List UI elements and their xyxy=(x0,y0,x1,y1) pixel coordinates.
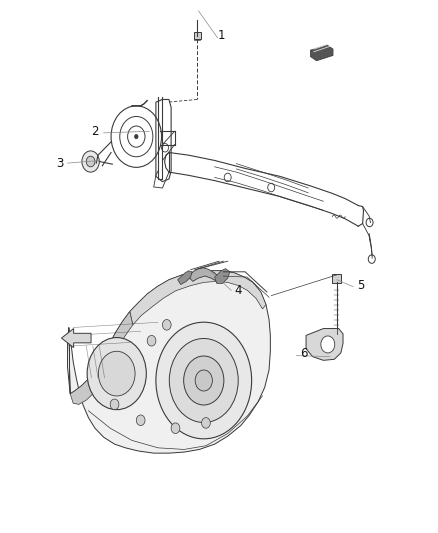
FancyBboxPatch shape xyxy=(194,31,201,39)
Circle shape xyxy=(195,370,212,391)
Text: 3: 3 xyxy=(57,157,64,169)
Circle shape xyxy=(171,423,180,433)
Circle shape xyxy=(99,351,135,396)
Circle shape xyxy=(134,134,138,139)
Polygon shape xyxy=(188,268,219,281)
Circle shape xyxy=(170,338,238,423)
Text: 4: 4 xyxy=(235,284,242,297)
Circle shape xyxy=(156,322,252,439)
Circle shape xyxy=(201,418,210,428)
Circle shape xyxy=(136,415,145,425)
Circle shape xyxy=(184,356,224,405)
Circle shape xyxy=(87,337,146,410)
Text: 6: 6 xyxy=(300,348,307,360)
FancyBboxPatch shape xyxy=(332,274,341,283)
Polygon shape xyxy=(130,271,266,325)
Text: 5: 5 xyxy=(357,279,364,292)
Text: 1: 1 xyxy=(217,29,225,42)
Circle shape xyxy=(147,335,156,346)
Polygon shape xyxy=(215,269,230,284)
Circle shape xyxy=(86,156,95,167)
Text: 2: 2 xyxy=(91,125,99,138)
Circle shape xyxy=(110,399,119,410)
Polygon shape xyxy=(311,45,333,61)
Polygon shape xyxy=(67,271,270,453)
Circle shape xyxy=(82,151,99,172)
Polygon shape xyxy=(178,271,192,285)
Polygon shape xyxy=(61,328,91,348)
Polygon shape xyxy=(69,312,133,405)
Circle shape xyxy=(162,319,171,330)
Circle shape xyxy=(321,336,335,353)
Polygon shape xyxy=(306,328,343,360)
